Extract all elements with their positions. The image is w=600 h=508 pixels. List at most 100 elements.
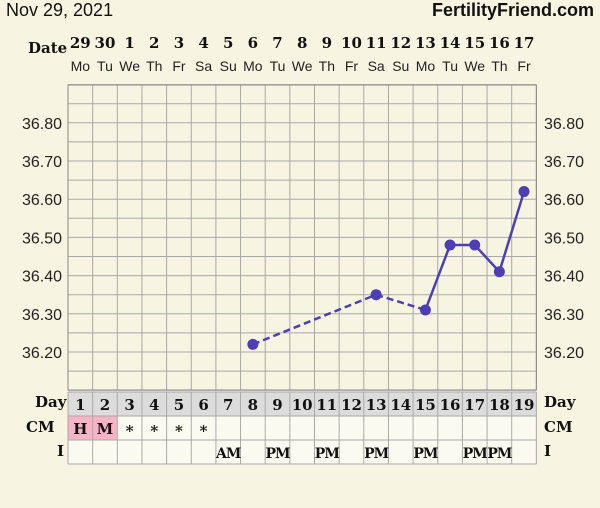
y-tick-label-right: 36.20 bbox=[544, 345, 584, 362]
temperature-point bbox=[518, 186, 530, 198]
cycle-day-label: 13 bbox=[366, 396, 387, 414]
temperature-line-segment bbox=[424, 244, 452, 311]
y-tick-label-right: 36.30 bbox=[544, 307, 584, 324]
cycle-day-label: 4 bbox=[149, 396, 159, 414]
y-tick-label-right: 36.60 bbox=[544, 192, 584, 209]
cycle-day-label: 3 bbox=[124, 396, 134, 414]
y-tick-label-left: 36.70 bbox=[22, 154, 62, 171]
temperature-point bbox=[469, 239, 481, 251]
intercourse-mark: PM bbox=[364, 446, 389, 462]
weekday-label: Su bbox=[220, 58, 237, 74]
temperature-line-segment bbox=[375, 293, 426, 312]
cm-mark: H bbox=[73, 420, 87, 438]
intercourse-mark: PM bbox=[463, 446, 488, 462]
cm-row-label-right: CM bbox=[544, 418, 573, 436]
cm-mark: * bbox=[126, 422, 134, 440]
temperature-point bbox=[247, 338, 259, 350]
date-label: 12 bbox=[390, 34, 411, 52]
intercourse-mark: AM bbox=[215, 446, 241, 462]
weekday-label: Sa bbox=[195, 58, 212, 74]
temperature-line-segment bbox=[498, 191, 526, 273]
temperature-point bbox=[493, 266, 505, 278]
y-tick-label-right: 36.40 bbox=[544, 269, 584, 286]
cycle-day-label: 17 bbox=[464, 396, 485, 414]
weekday-label: Tu bbox=[442, 58, 458, 74]
date-label: 30 bbox=[95, 34, 116, 52]
cycle-day-label: 14 bbox=[390, 396, 411, 414]
cycle-day-label: 6 bbox=[198, 396, 208, 414]
intercourse-mark: PM bbox=[487, 446, 512, 462]
cm-mark: * bbox=[200, 422, 208, 440]
temperature-point bbox=[444, 239, 456, 251]
date-row-label: Date bbox=[28, 39, 67, 57]
date-label: 15 bbox=[464, 34, 485, 52]
y-tick-label-left: 36.30 bbox=[22, 307, 62, 324]
y-tick-label-right: 36.50 bbox=[544, 230, 584, 247]
cm-row-label: CM bbox=[26, 418, 55, 436]
date-label: 5 bbox=[223, 34, 233, 52]
intercourse-row-label-right: I bbox=[544, 442, 551, 460]
y-tick-label-right: 36.70 bbox=[544, 154, 584, 171]
y-tick-label-left: 36.60 bbox=[22, 192, 62, 209]
date-label: 7 bbox=[272, 34, 282, 52]
date-label: 14 bbox=[440, 34, 461, 52]
cycle-day-label: 2 bbox=[100, 396, 110, 414]
date-label: 2 bbox=[149, 34, 159, 52]
cycle-day-label: 19 bbox=[514, 396, 535, 414]
weekday-label: Mo bbox=[243, 58, 263, 74]
weekday-label: Th bbox=[146, 58, 162, 74]
date-label: 17 bbox=[514, 34, 535, 52]
weekday-label: Tu bbox=[97, 58, 113, 74]
cycle-day-label: 12 bbox=[341, 396, 362, 414]
weekday-label: Su bbox=[392, 58, 409, 74]
weekday-label: Mo bbox=[71, 58, 91, 74]
date-label: 29 bbox=[70, 34, 91, 52]
day-row-label: Day bbox=[35, 393, 68, 411]
intercourse-mark: PM bbox=[413, 446, 438, 462]
y-tick-label-left: 36.40 bbox=[22, 269, 62, 286]
cm-highlight bbox=[92, 416, 118, 440]
cycle-day-label: 15 bbox=[415, 396, 436, 414]
y-tick-label-left: 36.20 bbox=[22, 345, 62, 362]
weekday-label: Tu bbox=[270, 58, 286, 74]
cycle-day-label: 8 bbox=[248, 396, 258, 414]
weekday-label: We bbox=[292, 58, 313, 74]
weekday-label: Fr bbox=[517, 58, 531, 74]
y-tick-label-left: 36.50 bbox=[22, 230, 62, 247]
intercourse-row-label: I bbox=[57, 442, 64, 460]
date-label: 6 bbox=[248, 34, 258, 52]
cm-highlight bbox=[68, 416, 93, 440]
date-label: 16 bbox=[489, 34, 510, 52]
date-label: 9 bbox=[322, 34, 332, 52]
chart-date: Nov 29, 2021 bbox=[6, 0, 114, 20]
temperature-point bbox=[370, 289, 382, 301]
date-label: 3 bbox=[174, 34, 184, 52]
weekday-label: Sa bbox=[368, 58, 385, 74]
intercourse-mark: PM bbox=[315, 446, 340, 462]
weekday-label: We bbox=[464, 58, 485, 74]
date-label: 8 bbox=[297, 34, 307, 52]
y-tick-label-right: 36.80 bbox=[544, 116, 584, 133]
cycle-day-label: 1 bbox=[75, 396, 85, 414]
weekday-label: Th bbox=[319, 58, 335, 74]
day-row-label-right: Day bbox=[544, 393, 577, 411]
cycle-day-label: 9 bbox=[272, 396, 282, 414]
cycle-day-label: 11 bbox=[316, 396, 337, 414]
intercourse-mark: PM bbox=[266, 446, 291, 462]
temperature-point bbox=[419, 304, 431, 316]
cm-mark: * bbox=[150, 422, 158, 440]
date-label: 4 bbox=[198, 34, 208, 52]
temperature-line-segment bbox=[473, 244, 501, 273]
date-label: 13 bbox=[415, 34, 436, 52]
weekday-label: Fr bbox=[345, 58, 359, 74]
date-label: 11 bbox=[366, 34, 387, 52]
cm-mark: * bbox=[175, 422, 183, 440]
cycle-day-label: 16 bbox=[440, 396, 461, 414]
date-label: 1 bbox=[124, 34, 134, 52]
cycle-day-label: 10 bbox=[292, 396, 313, 414]
cycle-day-label: 5 bbox=[174, 396, 184, 414]
brand-name: FertilityFriend.com bbox=[431, 0, 594, 20]
weekday-label: Th bbox=[491, 58, 507, 74]
temperature-line-segment bbox=[252, 293, 377, 346]
